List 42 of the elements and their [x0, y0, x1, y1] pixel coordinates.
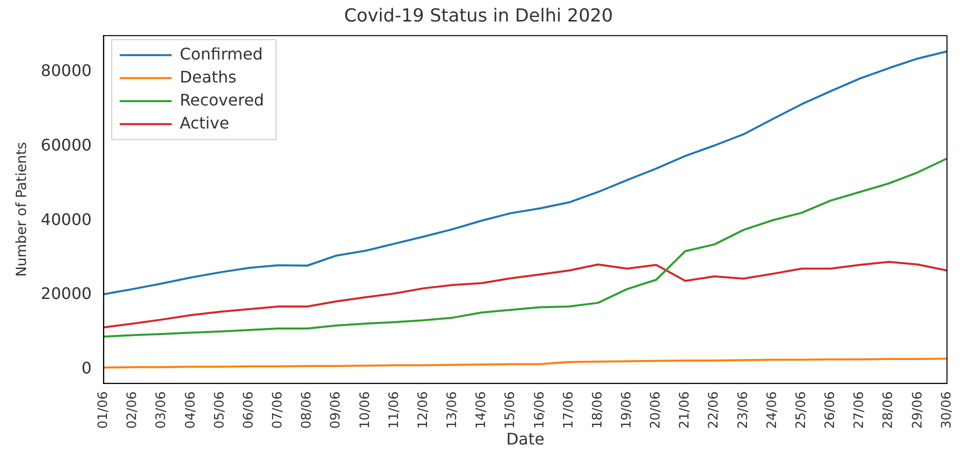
x-tick-label: 26/06 [823, 391, 838, 429]
legend-label: Recovered [180, 90, 264, 110]
x-tick-label: 18/06 [590, 391, 606, 429]
x-tick-label: 17/06 [561, 391, 576, 429]
y-axis-title: Number of Patients [14, 142, 30, 277]
x-tick-label: 07/06 [270, 391, 286, 429]
y-tick-label: 40000 [40, 210, 92, 229]
y-tick-label: 60000 [40, 135, 92, 154]
x-tick-label: 14/06 [474, 391, 490, 429]
x-tick-label: 23/06 [736, 391, 751, 429]
x-tick-label: 06/06 [241, 391, 256, 429]
x-tick-label: 30/06 [939, 391, 954, 429]
x-tick-label: 28/06 [881, 391, 896, 429]
x-tick-label: 15/06 [503, 391, 518, 429]
x-tick-label: 04/06 [183, 391, 198, 429]
x-tick-label: 05/06 [212, 391, 228, 429]
x-tick-label: 09/06 [328, 391, 344, 429]
x-tick-label: 02/06 [125, 391, 140, 429]
legend-label: Confirmed [180, 44, 263, 64]
x-tick-label: 11/06 [386, 391, 402, 429]
x-tick-label: 22/06 [706, 391, 722, 429]
x-tick-label: 12/06 [416, 391, 431, 429]
x-tick-label: 24/06 [764, 391, 780, 429]
y-tick-label: 80000 [40, 61, 92, 80]
x-tick-label: 08/06 [300, 391, 315, 429]
x-tick-label: 13/06 [445, 391, 460, 429]
x-tick-label: 03/06 [154, 391, 170, 429]
x-tick-label: 29/06 [910, 391, 926, 429]
legend-label: Deaths [180, 67, 236, 86]
x-tick-label: 25/06 [794, 391, 809, 429]
x-tick-label: 01/06 [96, 391, 112, 429]
x-tick-label: 19/06 [620, 391, 634, 429]
x-tick-label: 21/06 [678, 391, 693, 429]
chart-title: Covid-19 Status in Delhi 2020 [344, 5, 613, 26]
x-axis-title: Date [506, 430, 544, 449]
x-tick-label: 10/06 [358, 391, 373, 429]
x-tick-label: 27/06 [852, 391, 868, 429]
x-tick-label: 20/06 [648, 391, 664, 429]
y-tick-label: 20000 [40, 284, 92, 304]
x-tick-label: 16/06 [532, 391, 548, 429]
legend-label: Active [180, 113, 230, 132]
y-tick-label: 0 [82, 358, 92, 378]
